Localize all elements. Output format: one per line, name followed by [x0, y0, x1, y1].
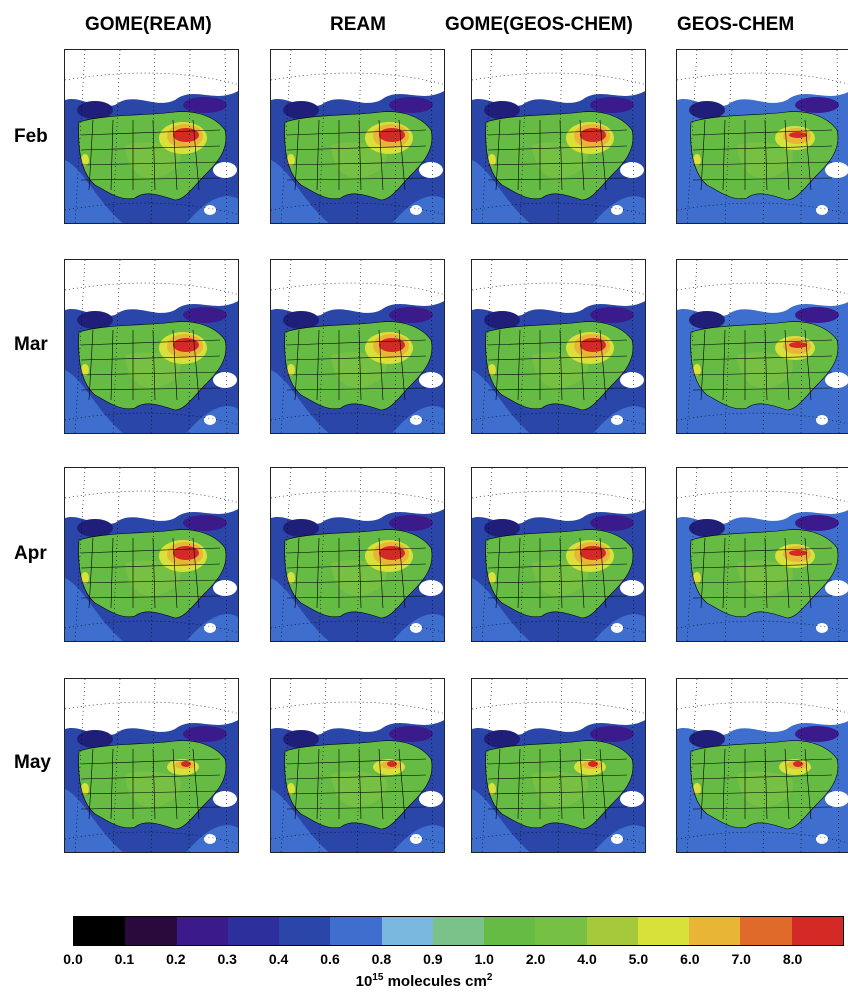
map-panel-gome-ream-feb: [64, 49, 239, 224]
colorbar-segment: [227, 917, 280, 945]
row-label-feb: Feb: [14, 126, 48, 147]
colorbar-segment: [279, 917, 331, 945]
row-label-may: May: [14, 752, 51, 773]
map-panel-gome-geos-chem-may: [471, 678, 646, 853]
colorbar-segment: [791, 917, 843, 945]
colorbar-tick-label: 0.6: [320, 951, 340, 967]
map-panel-ream-mar: [270, 259, 445, 434]
map-panel-geos-chem-feb: [676, 49, 848, 224]
colorbar-segment: [330, 917, 382, 945]
map-panel-gome-geos-chem-mar: [471, 259, 646, 434]
map-panel-gome-ream-may: [64, 678, 239, 853]
colorbar-tick-label: 0.4: [268, 951, 289, 967]
colorbar-tick-label: 6.0: [680, 951, 700, 967]
colorbar-tick-label: 1.0: [474, 951, 494, 967]
colorbar-segment: [74, 917, 126, 945]
colorbar-units-label: 1015 molecules cm2: [355, 972, 493, 990]
colorbar-segment: [689, 917, 741, 945]
colorbar-segment: [484, 917, 536, 945]
colorbar-segment: [381, 917, 433, 945]
colorbar-segment: [586, 917, 638, 945]
colorbar-segment: [535, 917, 587, 945]
colorbar-tick-label: 4.0: [577, 951, 597, 967]
column-title-gome-ream: GOME(REAM): [85, 14, 212, 35]
colorbar-tick-label: 7.0: [731, 951, 751, 967]
colorbar-tick-label: 0.2: [166, 951, 186, 967]
map-panel-geos-chem-may: [676, 678, 848, 853]
colorbar-tick-label: 0.8: [371, 951, 392, 967]
colorbar-tick-label: 0.0: [63, 951, 83, 967]
column-title-gome-geos-chem: GOME(GEOS-CHEM): [445, 14, 633, 35]
map-panel-geos-chem-apr: [676, 467, 848, 642]
colorbar-segment: [125, 917, 177, 945]
colorbar-segment: [176, 917, 228, 945]
map-panel-ream-may: [270, 678, 445, 853]
map-panel-gome-geos-chem-feb: [471, 49, 646, 224]
map-panel-gome-geos-chem-apr: [471, 467, 646, 642]
colorbar-segment: [432, 917, 485, 945]
colorbar-tick-label: 0.9: [423, 951, 443, 967]
colorbar-segment: [740, 917, 792, 945]
row-label-mar: Mar: [14, 334, 48, 355]
map-panel-gome-ream-mar: [64, 259, 239, 434]
colorbar-segment: [637, 917, 690, 945]
colorbar-tick-label: 0.3: [217, 951, 237, 967]
map-panel-ream-apr: [270, 467, 445, 642]
map-panel-geos-chem-mar: [676, 259, 848, 434]
row-label-apr: Apr: [14, 543, 47, 564]
colorbar-tick-label: 5.0: [628, 951, 649, 967]
column-title-ream: REAM: [330, 14, 386, 35]
colorbar-tick-label: 8.0: [782, 951, 803, 967]
colorbar-tick-label: 0.1: [114, 951, 135, 967]
map-panel-ream-feb: [270, 49, 445, 224]
colorbar-tick-label: 2.0: [525, 951, 546, 967]
map-panel-gome-ream-apr: [64, 467, 239, 642]
column-title-geos-chem: GEOS-CHEM: [677, 14, 795, 35]
colorbar: [73, 916, 844, 946]
